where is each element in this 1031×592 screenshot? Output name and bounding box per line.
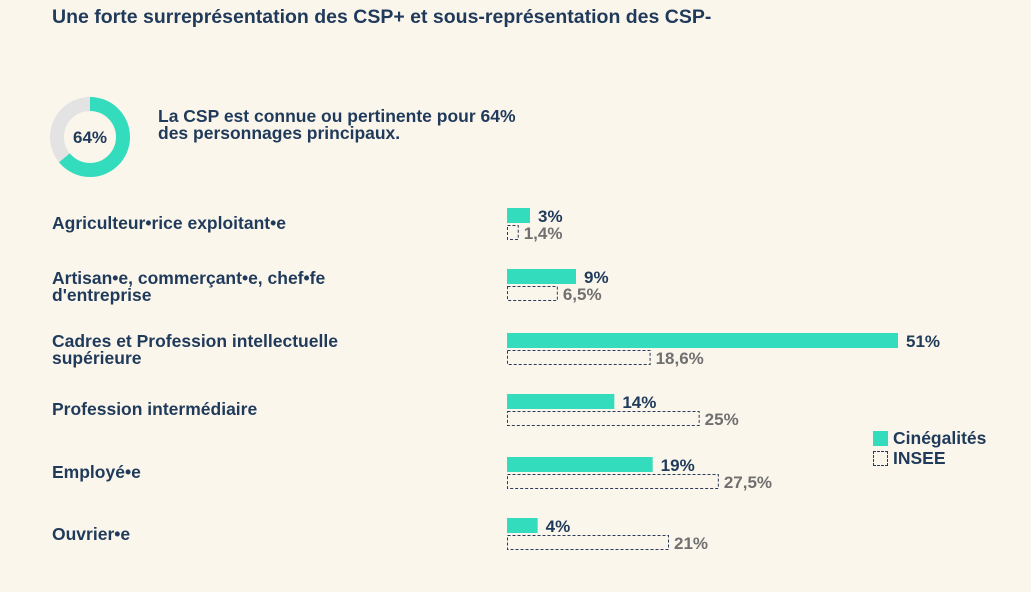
legend-item-insee: INSEE: [873, 448, 986, 468]
bar-insee: [507, 286, 558, 301]
category-label-line: supérieure: [52, 348, 142, 368]
donut-value-label: 64%: [73, 128, 107, 147]
category-label-line: Agriculteur•rice exploitant•e: [52, 213, 286, 233]
bar-insee: [507, 411, 700, 426]
legend-item-cinegalites: Cinégalités: [873, 428, 986, 448]
bar-label-cinegalites: 9%: [584, 268, 609, 287]
bar-label-cinegalites: 14%: [622, 393, 656, 412]
category-label: Artisan•e, commerçant•e, chef•fe d'entrep…: [52, 268, 432, 305]
category-label: Profession intermédiaire: [52, 399, 432, 419]
bar-cinegalites: [507, 518, 538, 533]
bar-label-cinegalites: 4%: [546, 517, 571, 536]
bar-label-insee: 18,6%: [656, 349, 704, 368]
bar-insee: [507, 350, 651, 365]
category-label: Ouvrier•e: [52, 524, 432, 544]
bar-cinegalites: [507, 457, 653, 472]
donut-description: La CSP est connue ou pertinente pour 64%…: [158, 106, 578, 143]
chart-title: Une forte surreprésentation des CSP+ et …: [52, 6, 712, 28]
bar-insee: [507, 474, 719, 489]
bar-cinegalites: [507, 394, 615, 409]
bar-label-insee: 1,4%: [524, 224, 563, 243]
bar-label-cinegalites: 51%: [906, 332, 940, 351]
bar-label-cinegalites: 3%: [538, 207, 563, 226]
category-label-line: Ouvrier•e: [52, 524, 131, 544]
bar-cinegalites: [507, 333, 898, 348]
bar-label-cinegalites: 19%: [661, 456, 695, 475]
category-label: Cadres et Profession intellectuelle supér…: [52, 331, 432, 368]
category-label: Agriculteur•rice exploitant•e: [52, 213, 432, 233]
donut-description-line1: La CSP est connue ou pertinente pour 64%: [158, 106, 516, 126]
legend-label-cinegalites: Cinégalités: [893, 427, 987, 448]
bar-insee: [507, 535, 669, 550]
category-label: Employé•e: [52, 462, 432, 482]
bar-insee: [507, 225, 519, 240]
donut-description-line2: des personnages principaux.: [158, 123, 401, 143]
legend: Cinégalités INSEE: [873, 428, 986, 468]
category-label-line: Employé•e: [52, 462, 141, 482]
category-label-line: Profession intermédiaire: [52, 399, 258, 419]
bar-label-insee: 21%: [674, 534, 708, 553]
bar-cinegalites: [507, 208, 530, 223]
category-label-line: Artisan•e, commerçant•e, chef•fe: [52, 268, 326, 288]
donut-chart: 64%: [50, 97, 130, 177]
bar-label-insee: 27,5%: [724, 473, 772, 492]
legend-swatch-cinegalites: [873, 430, 888, 446]
legend-swatch-insee: [873, 450, 888, 466]
category-label-line: Cadres et Profession intellectuelle: [52, 331, 338, 351]
legend-label-insee: INSEE: [893, 447, 946, 468]
bar-cinegalites: [507, 269, 576, 284]
bar-label-insee: 6,5%: [563, 285, 602, 304]
donut-arc: [50, 97, 130, 177]
category-label-line: d'entreprise: [52, 285, 152, 305]
bar-label-insee: 25%: [705, 410, 739, 429]
